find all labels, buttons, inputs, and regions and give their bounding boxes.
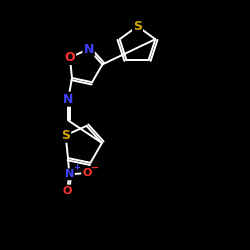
- Text: S: S: [133, 20, 142, 33]
- Text: N: N: [63, 93, 74, 106]
- Text: S: S: [61, 129, 70, 142]
- Text: O: O: [62, 186, 72, 196]
- Text: N: N: [65, 169, 74, 179]
- Text: N: N: [84, 43, 94, 56]
- Text: O: O: [64, 51, 75, 64]
- Text: +: +: [74, 163, 80, 172]
- Text: −: −: [91, 162, 100, 172]
- Text: O: O: [82, 168, 92, 178]
